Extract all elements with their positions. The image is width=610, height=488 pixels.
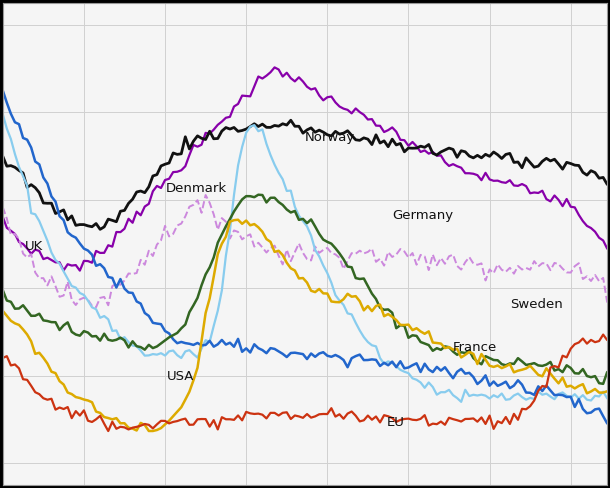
Text: EU: EU bbox=[387, 416, 404, 429]
Text: Norway: Norway bbox=[305, 131, 355, 144]
Text: France: France bbox=[453, 341, 497, 354]
Text: UK: UK bbox=[24, 240, 43, 253]
Text: Germany: Germany bbox=[393, 208, 454, 222]
Text: Sweden: Sweden bbox=[511, 298, 563, 311]
Text: Denmark: Denmark bbox=[166, 182, 227, 195]
Text: USA: USA bbox=[167, 370, 195, 383]
